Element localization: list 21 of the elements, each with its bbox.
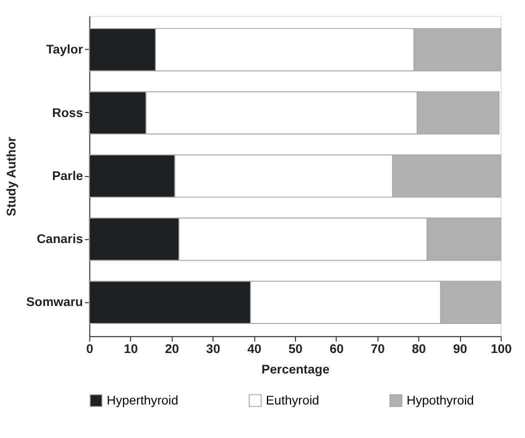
x-tick-label: 0 xyxy=(86,342,94,356)
x-tick-label: 30 xyxy=(206,342,220,356)
x-tick-label: 10 xyxy=(124,342,138,356)
x-tick-label: 80 xyxy=(412,342,426,356)
x-axis-title: Percentage xyxy=(261,362,330,377)
x-tick-label: 60 xyxy=(330,342,344,356)
x-tick-label: 40 xyxy=(247,342,262,356)
legend-label: Hypothyroid xyxy=(406,394,474,408)
x-tick-label: 100 xyxy=(490,342,512,356)
y-tick-label: Ross xyxy=(52,106,83,120)
y-tick-label: Parle xyxy=(52,168,83,183)
x-tick-label: 70 xyxy=(370,342,385,356)
y-tick-label: Taylor xyxy=(46,42,84,57)
y-tick-label: Canaris xyxy=(36,232,83,246)
legend-label: Euthyroid xyxy=(266,394,320,408)
y-tick-label: Somwaru xyxy=(26,295,83,310)
x-tick-label: 90 xyxy=(453,342,468,356)
legend-label: Hyperthyroid xyxy=(106,394,178,408)
x-tick-label: 20 xyxy=(165,342,180,356)
y-axis-title: Study Author xyxy=(4,136,19,216)
x-tick-label: 50 xyxy=(288,342,303,356)
